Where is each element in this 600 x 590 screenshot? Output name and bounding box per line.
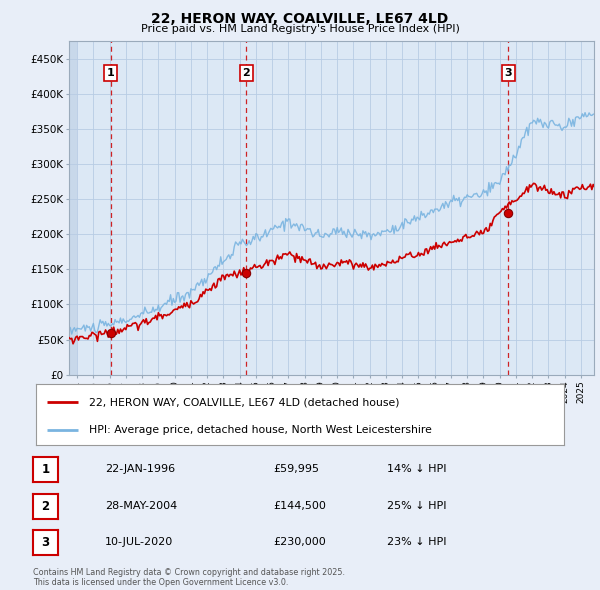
Text: HPI: Average price, detached house, North West Leicestershire: HPI: Average price, detached house, Nort… bbox=[89, 425, 431, 435]
Text: 23% ↓ HPI: 23% ↓ HPI bbox=[387, 537, 446, 546]
Text: 3: 3 bbox=[505, 68, 512, 78]
Text: £59,995: £59,995 bbox=[273, 464, 319, 474]
Text: 28-MAY-2004: 28-MAY-2004 bbox=[105, 501, 177, 510]
Text: 22, HERON WAY, COALVILLE, LE67 4LD (detached house): 22, HERON WAY, COALVILLE, LE67 4LD (deta… bbox=[89, 397, 400, 407]
Text: £144,500: £144,500 bbox=[273, 501, 326, 510]
Text: 22, HERON WAY, COALVILLE, LE67 4LD: 22, HERON WAY, COALVILLE, LE67 4LD bbox=[151, 12, 449, 26]
Text: 1: 1 bbox=[41, 463, 50, 476]
Bar bbox=[69, 41, 77, 375]
Text: 3: 3 bbox=[41, 536, 50, 549]
Text: 10-JUL-2020: 10-JUL-2020 bbox=[105, 537, 173, 546]
Text: 2: 2 bbox=[242, 68, 250, 78]
Text: £230,000: £230,000 bbox=[273, 537, 326, 546]
Text: 1: 1 bbox=[107, 68, 115, 78]
Text: 14% ↓ HPI: 14% ↓ HPI bbox=[387, 464, 446, 474]
Text: 22-JAN-1996: 22-JAN-1996 bbox=[105, 464, 175, 474]
Text: 25% ↓ HPI: 25% ↓ HPI bbox=[387, 501, 446, 510]
Text: 2: 2 bbox=[41, 500, 50, 513]
Text: Price paid vs. HM Land Registry's House Price Index (HPI): Price paid vs. HM Land Registry's House … bbox=[140, 24, 460, 34]
Text: Contains HM Land Registry data © Crown copyright and database right 2025.
This d: Contains HM Land Registry data © Crown c… bbox=[33, 568, 345, 587]
